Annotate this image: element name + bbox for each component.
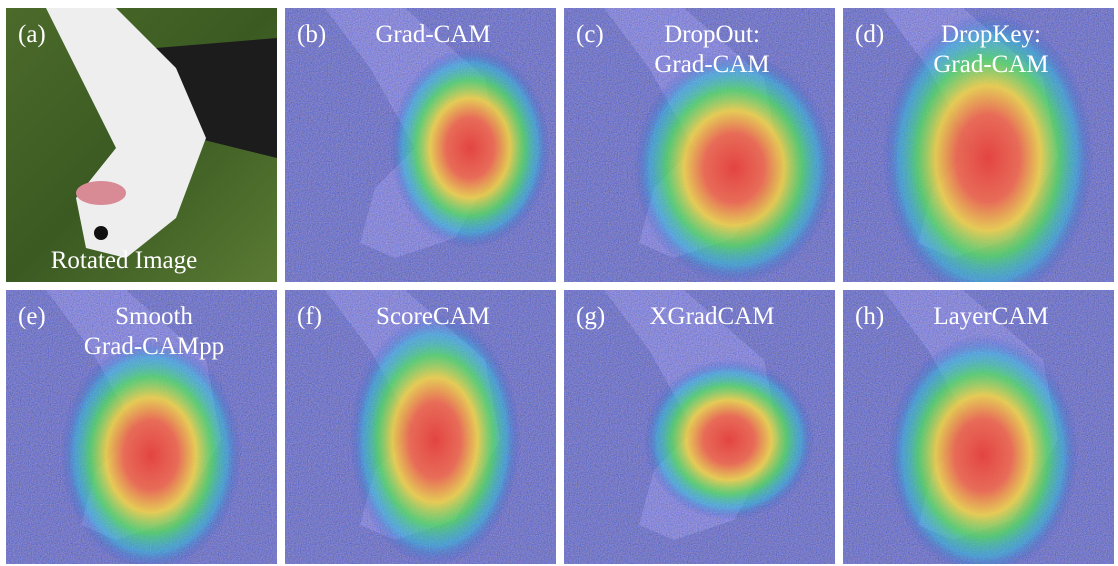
panel-title: Grad-CAM [375, 21, 490, 48]
dog-tongue [76, 181, 126, 205]
panel-tag: (g) [576, 303, 605, 330]
dog-nose [94, 226, 108, 240]
panel-tag: (h) [855, 303, 884, 330]
panel-tag: (e) [18, 303, 46, 330]
heatmap [634, 53, 834, 283]
heatmap [350, 315, 520, 565]
panel-title: Smooth [115, 303, 193, 330]
panel-title: DropKey: [941, 21, 1041, 48]
heatmap [644, 360, 814, 520]
panel: (f) ScoreCAM [285, 290, 556, 565]
panel: (g) XGradCAM [564, 290, 835, 564]
panel: (h) LayerCAM [843, 290, 1114, 566]
panel-tag: (a) [18, 21, 46, 48]
panel-title: Grad-CAMpp [84, 333, 224, 360]
panel: (b) Grad-CAM [285, 8, 556, 282]
panel-title: Rotated Image [51, 247, 197, 274]
heatmap [390, 48, 550, 248]
heatmap [61, 340, 241, 566]
panel: (c) DropOut: Grad-CAM [564, 8, 835, 283]
panel-tag: (b) [297, 21, 326, 48]
panel-title: Grad-CAM [933, 51, 1048, 78]
figure: (a) Rotated Image (b) Grad-CAM (c) DropOut: Gr… [0, 0, 1118, 566]
panel-tag: (f) [297, 303, 322, 330]
panel: (d) DropKey: Grad-CAM [843, 8, 1114, 303]
panel-tag: (c) [576, 21, 604, 48]
panel-title: Grad-CAM [654, 51, 769, 78]
panel: (e) Smooth Grad-CAMpp [6, 290, 277, 566]
panel-title: LayerCAM [933, 303, 1048, 330]
panel-title: XGradCAM [650, 303, 775, 330]
panel: (a) Rotated Image [6, 8, 277, 282]
heatmap [888, 335, 1078, 566]
panel-tag: (d) [855, 21, 884, 48]
panel-title: DropOut: [664, 21, 760, 48]
panel-title: ScoreCAM [376, 303, 490, 330]
